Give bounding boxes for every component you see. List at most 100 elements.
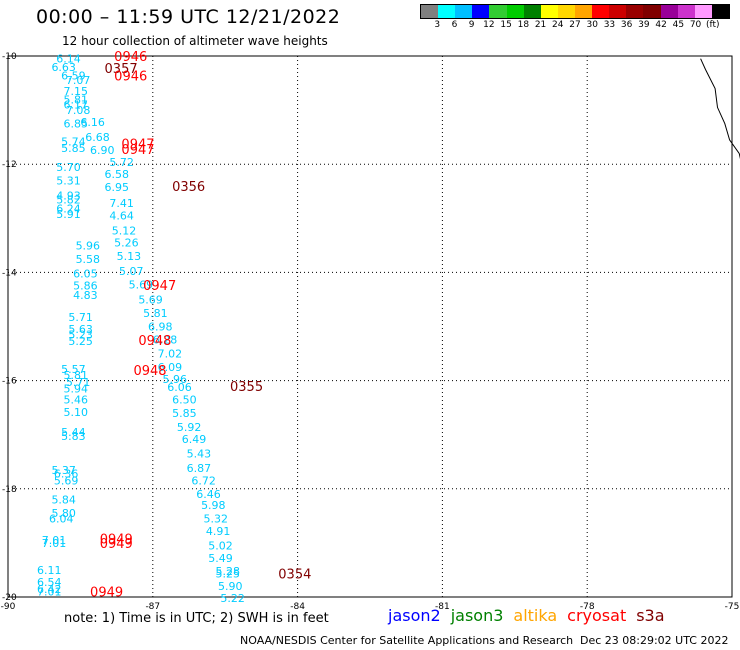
swh-value: 5.69 (138, 293, 163, 306)
lon-tick-label: -84 (290, 602, 305, 612)
time-label: 0949 (90, 586, 123, 601)
legend-labels: 3 6 9 12 15 18 21 24 27 30 33 36 39 42 45 70 (ft) (420, 19, 730, 33)
legend-swatch (677, 5, 695, 18)
legend-swatch (489, 5, 507, 18)
time-label: 0948 (133, 364, 166, 379)
legend-swatch (455, 5, 473, 18)
legend-label: 36 (620, 20, 633, 30)
lon-tick-label: -87 (145, 602, 160, 612)
swh-value: 4.93 (56, 190, 80, 203)
swh-value: 5.13 (117, 250, 142, 263)
swh-value: 4.91 (206, 525, 231, 538)
time-label: 0949 (100, 537, 133, 552)
time-label: 0947 (121, 143, 154, 158)
swh-value: 5.43 (187, 448, 212, 461)
swh-value: 5.90 (218, 580, 243, 593)
legend-swatch (506, 5, 524, 18)
satellite-altika: altika (513, 606, 558, 625)
swh-value: 5.69 (54, 475, 79, 488)
swh-value: 5.92 (177, 421, 202, 434)
satellite-jason2: jason2 (388, 606, 441, 625)
swh-value: 4.83 (73, 289, 98, 302)
swh-value: 5.07 (119, 265, 144, 278)
swh-value: 5.91 (56, 208, 80, 221)
legend-label: 30 (586, 20, 598, 30)
swh-value: 6.59 (61, 69, 86, 82)
lon-tick-label: -75 (725, 602, 740, 612)
swh-value: 5.84 (51, 494, 76, 507)
legend-swatch (557, 5, 575, 18)
legend-swatch (660, 5, 678, 18)
swh-value: 6.68 (85, 131, 110, 144)
swh-value: 5.72 (109, 156, 134, 169)
swh-value: 5.71 (68, 311, 93, 324)
footer-note: note: 1) Time is in UTC; 2) SWH is in fe… (64, 611, 329, 626)
legend-label: 24 (552, 20, 564, 30)
legend-swatch (472, 5, 490, 18)
swh-labels: 6.146.636.597.077.155.816.177.086.856.16… (37, 53, 245, 605)
legend-swatch (421, 5, 439, 18)
swh-value: 5.32 (203, 513, 228, 526)
swh-value: 5.74 (61, 135, 86, 148)
legend-label: 3 (434, 20, 441, 30)
swh-value: 6.95 (105, 181, 129, 194)
legend-label: 45 (672, 20, 685, 30)
swh-value: 6.87 (187, 462, 212, 475)
legend-swatch (523, 5, 541, 18)
lon-tick-label: -78 (580, 602, 595, 612)
swh-value: 5.26 (114, 237, 139, 250)
swh-value: 6.17 (64, 99, 89, 112)
color-legend: 3 6 9 12 15 18 21 24 27 30 33 36 39 42 45 70 (ft) (420, 4, 730, 33)
swh-value: 5.23 (68, 329, 93, 342)
swh-value: 5.28 (216, 565, 241, 578)
map-frame (7, 55, 733, 598)
map-grid (7, 55, 733, 598)
map-title: 00:00 – 11:59 UTC 12/21/2022 (36, 6, 341, 28)
time-label: 0946 (114, 69, 147, 84)
swh-value: 5.94 (64, 383, 89, 396)
swh-value: 6.54 (37, 576, 62, 589)
swh-value: 6.58 (105, 168, 129, 181)
swh-value: 5.80 (51, 507, 76, 520)
swh-value: 6.28 (153, 333, 178, 346)
legend-label: 12 (483, 20, 495, 30)
legend-swatch (711, 5, 729, 18)
swh-value: 5.85 (172, 407, 197, 420)
swh-value: 6.63 (51, 61, 76, 74)
swh-value: 5.12 (112, 225, 137, 238)
swh-value: 7.01 (42, 534, 67, 547)
swh-value: 5.85 (61, 142, 86, 155)
swh-value: 5.83 (61, 430, 86, 443)
legend-label: 70 (689, 20, 702, 30)
swh-value: 5.98 (201, 499, 226, 512)
legend-label: 15 (500, 20, 512, 30)
legend-label: 6 (451, 20, 458, 30)
time-label: 0947 (143, 279, 176, 294)
lat-tick-label: -16 (2, 377, 17, 387)
time-label: 0947 (121, 138, 154, 153)
swh-value: 5.25 (68, 335, 93, 348)
legend-label: 9 (468, 20, 475, 30)
lat-tick-label: -10 (2, 52, 17, 62)
swh-value: 5.71 (66, 376, 91, 389)
swh-value: 5.44 (61, 426, 86, 439)
swh-value: 7.15 (64, 85, 89, 98)
time-label: 0948 (138, 334, 171, 349)
legend-swatch (438, 5, 456, 18)
swh-value: 6.11 (37, 564, 62, 577)
swh-value: 7.01 (37, 586, 62, 599)
legend-label: 33 (603, 20, 616, 30)
swh-value: 5.81 (64, 93, 89, 106)
legend-swatch (592, 5, 610, 18)
legend-swatch (694, 5, 712, 18)
legend-swatch (609, 5, 627, 18)
legend-swatch (574, 5, 593, 18)
swh-value: 5.86 (73, 279, 98, 292)
swh-value: 6.06 (167, 381, 192, 394)
swh-value: 6.72 (191, 475, 216, 488)
legend-label: 18 (517, 20, 530, 30)
swh-value: 4.64 (109, 210, 134, 223)
time-label: 0949 (100, 533, 133, 548)
coastline (700, 58, 740, 160)
